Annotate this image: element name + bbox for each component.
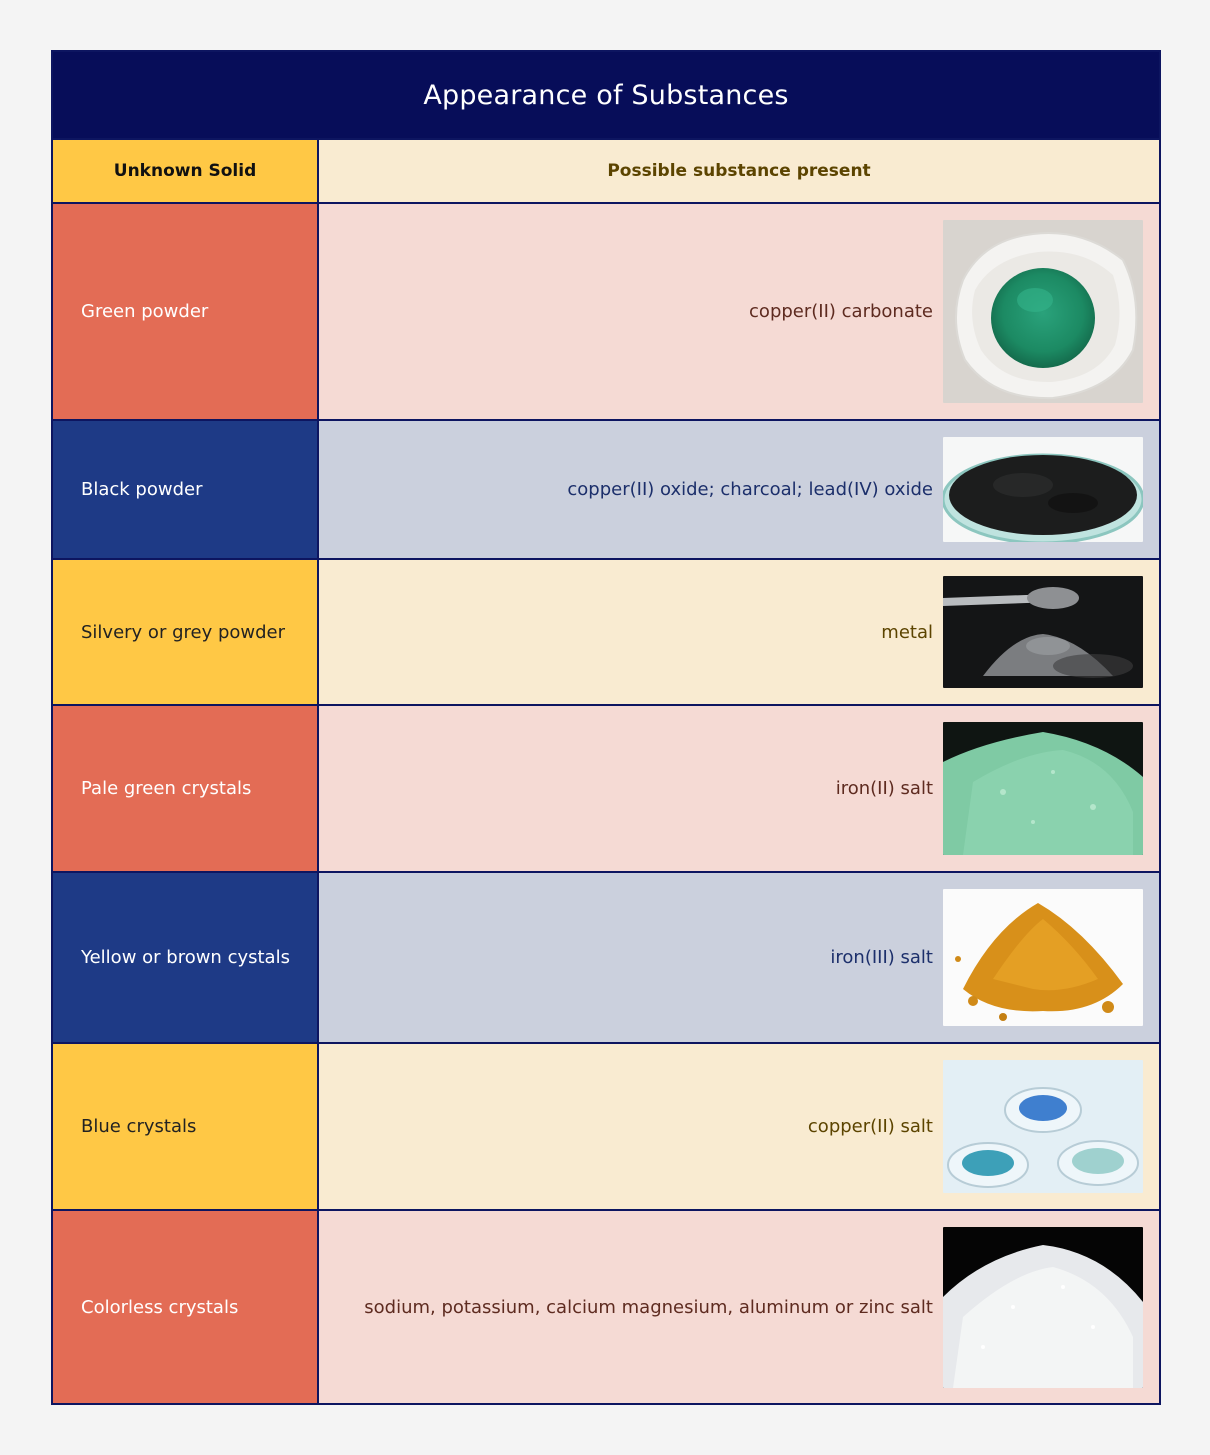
substance-label: copper(II) oxide; charcoal; lead(IV) oxi… [567, 479, 933, 500]
solid-label: Green powder [81, 301, 209, 322]
substance-label: iron(II) salt [835, 778, 933, 799]
substance-cell: iron(II) salt [319, 706, 1159, 871]
substances-table: Appearance of Substances Unknown Solid P… [51, 50, 1161, 1405]
table-row: Colorless crystals sodium, potassium, ca… [53, 1209, 1159, 1403]
solid-cell: Black powder [53, 421, 319, 558]
solid-label: Blue crystals [81, 1116, 197, 1137]
blue-crystals-photo [943, 1060, 1143, 1193]
substance-cell: copper(II) carbonate [319, 204, 1159, 419]
solid-cell: Green powder [53, 204, 319, 419]
table-row: Black powder copper(II) oxide; charcoal;… [53, 419, 1159, 558]
solid-label: Pale green crystals [81, 778, 252, 799]
green-powder-photo [943, 220, 1143, 403]
solid-label: Colorless crystals [81, 1296, 239, 1318]
header-unknown-solid: Unknown Solid [53, 140, 319, 202]
table-row: Pale green crystals iron(II) salt [53, 704, 1159, 871]
header-possible-substance: Possible substance present [319, 140, 1159, 202]
solid-cell: Pale green crystals [53, 706, 319, 871]
substance-cell: copper(II) oxide; charcoal; lead(IV) oxi… [319, 421, 1159, 558]
substance-label: iron(III) salt [830, 947, 933, 968]
solid-cell: Yellow or brown cystals [53, 873, 319, 1042]
header-row: Unknown Solid Possible substance present [53, 138, 1159, 202]
solid-cell: Silvery or grey powder [53, 560, 319, 704]
substance-cell: sodium, potassium, calcium magnesium, al… [319, 1211, 1159, 1403]
substance-cell: metal [319, 560, 1159, 704]
solid-cell: Colorless crystals [53, 1211, 319, 1403]
yellow-brown-powder-photo [943, 889, 1143, 1026]
substance-label: metal [881, 621, 933, 643]
table-row: Green powder copper(II) carbonate [53, 202, 1159, 419]
pale-green-crystals-photo [943, 722, 1143, 855]
substance-cell: iron(III) salt [319, 873, 1159, 1042]
solid-label: Black powder [81, 479, 203, 500]
grey-powder-photo [943, 576, 1143, 688]
table-row: Silvery or grey powder metal [53, 558, 1159, 704]
solid-label: Yellow or brown cystals [81, 947, 290, 968]
substance-label: copper(II) carbonate [749, 301, 933, 322]
solid-cell: Blue crystals [53, 1044, 319, 1209]
table-row: Yellow or brown cystals iron(III) salt [53, 871, 1159, 1042]
table-title: Appearance of Substances [53, 52, 1159, 138]
solid-label: Silvery or grey powder [81, 621, 286, 643]
black-powder-photo [943, 437, 1143, 542]
colorless-crystals-photo [943, 1226, 1143, 1388]
table-row: Blue crystals copper(II) salt [53, 1042, 1159, 1209]
substance-label: copper(II) salt [807, 1116, 933, 1137]
substance-label: sodium, potassium, calcium magnesium, al… [364, 1296, 933, 1318]
substance-cell: copper(II) salt [319, 1044, 1159, 1209]
